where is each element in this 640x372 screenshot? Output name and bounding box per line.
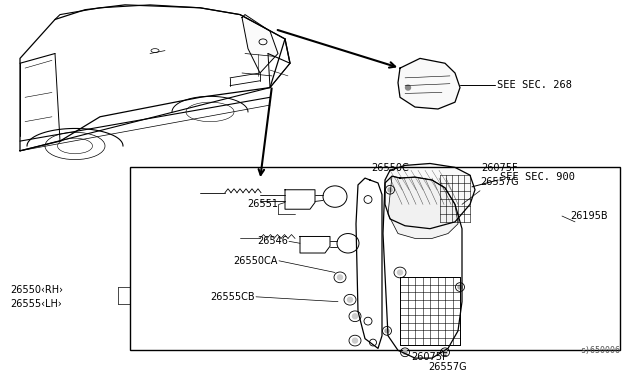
Ellipse shape <box>353 314 358 319</box>
Text: SEE SEC. 268: SEE SEC. 268 <box>497 80 572 90</box>
Text: 26075F: 26075F <box>412 352 448 362</box>
Text: 26555CB: 26555CB <box>211 292 255 302</box>
Text: 26550C: 26550C <box>371 163 409 173</box>
Text: s)650006: s)650006 <box>580 346 620 355</box>
Ellipse shape <box>388 188 392 192</box>
Ellipse shape <box>406 85 410 90</box>
Ellipse shape <box>443 350 447 354</box>
Polygon shape <box>388 176 458 238</box>
Bar <box>130 167 620 350</box>
Ellipse shape <box>458 285 462 289</box>
Polygon shape <box>242 15 278 73</box>
Ellipse shape <box>397 270 403 275</box>
Text: 26550‹RH›: 26550‹RH› <box>10 285 63 295</box>
Text: 26557G: 26557G <box>481 177 519 187</box>
Text: 26075F: 26075F <box>482 163 518 173</box>
Text: 26557G: 26557G <box>429 362 467 372</box>
Text: 26551: 26551 <box>247 199 278 209</box>
Text: SEE SEC. 900: SEE SEC. 900 <box>500 172 575 182</box>
Text: 26555‹LH›: 26555‹LH› <box>10 299 61 309</box>
Ellipse shape <box>385 329 389 333</box>
Ellipse shape <box>353 338 358 343</box>
Polygon shape <box>398 58 460 109</box>
Ellipse shape <box>337 275 342 280</box>
Text: 26195B: 26195B <box>570 211 608 221</box>
Polygon shape <box>385 163 475 229</box>
Text: 26546: 26546 <box>257 236 288 246</box>
Ellipse shape <box>348 297 353 302</box>
Ellipse shape <box>403 350 407 354</box>
Text: 26550CA: 26550CA <box>234 256 278 266</box>
